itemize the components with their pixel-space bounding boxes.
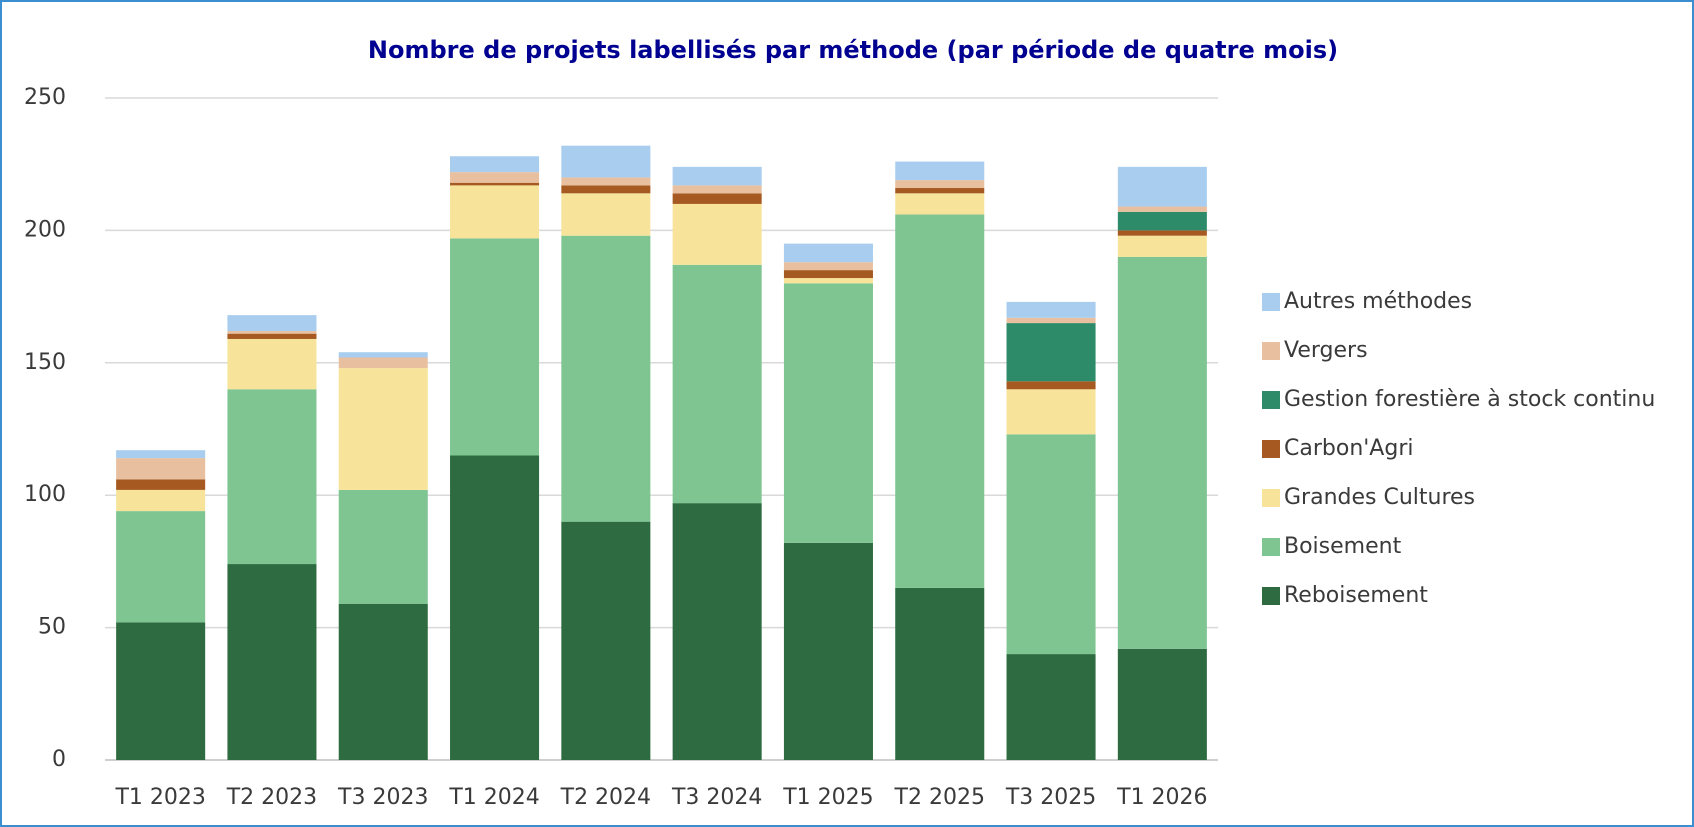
bar-segment: [895, 214, 985, 588]
bar-segment: [672, 203, 762, 265]
bar-segment: [561, 177, 651, 186]
x-tick-label: T2 2025: [894, 785, 985, 810]
bar-segment: [783, 270, 873, 279]
bar-segment: [338, 603, 428, 760]
bar-segment: [1006, 381, 1096, 390]
bar-segment: [895, 193, 985, 215]
bar-segment: [227, 333, 317, 339]
legend-label: Autres méthodes: [1284, 289, 1472, 314]
legend-label: Reboisement: [1284, 583, 1428, 608]
bar-segment: [783, 243, 873, 263]
bar-segment: [227, 389, 317, 565]
bar-segment: [338, 352, 428, 358]
bar-segment: [450, 455, 540, 760]
bar-segment: [1006, 301, 1096, 318]
bar-segment: [1006, 434, 1096, 655]
bar-segment: [1117, 648, 1207, 760]
legend-label: Carbon'Agri: [1284, 436, 1413, 461]
y-tick-label: 150: [24, 350, 66, 375]
legend-swatch: [1262, 538, 1280, 556]
legend-label: Boisement: [1284, 534, 1402, 559]
legend-swatch: [1262, 440, 1280, 458]
bar-segment: [672, 503, 762, 760]
bar-segment: [561, 145, 651, 178]
bar-segment: [895, 587, 985, 760]
bar-segment: [116, 489, 206, 512]
bar-segment: [1117, 206, 1207, 212]
bar-segment: [895, 180, 985, 189]
x-tick-label: T1 2025: [782, 785, 873, 810]
bar-segment: [450, 172, 540, 183]
bar-segment: [1117, 211, 1207, 231]
y-tick-label: 200: [24, 217, 66, 242]
legend-label: Vergers: [1284, 338, 1368, 363]
bar-segment: [116, 450, 206, 459]
chart-title: Nombre de projets labellisés par méthode…: [368, 36, 1338, 64]
x-tick-label: T2 2024: [560, 785, 651, 810]
bar-segment: [561, 521, 651, 760]
bar-segment: [783, 278, 873, 284]
bar-segment: [1006, 323, 1096, 382]
legend-swatch: [1262, 489, 1280, 507]
y-tick-label: 50: [38, 615, 66, 640]
y-tick-label: 100: [24, 482, 66, 507]
bar-segment: [783, 262, 873, 271]
bar-segment: [1117, 230, 1207, 236]
bar-segment: [227, 338, 317, 390]
bar-segment: [116, 622, 206, 760]
bar-segment: [227, 315, 317, 332]
bar-segment: [1117, 166, 1207, 207]
legend-swatch: [1262, 391, 1280, 409]
bar-segment: [895, 188, 985, 194]
bar-segment: [561, 185, 651, 194]
bar-segment: [450, 156, 540, 173]
x-tick-label: T1 2026: [1116, 785, 1207, 810]
x-tick-label: T3 2024: [671, 785, 762, 810]
bar-segment: [338, 489, 428, 604]
x-tick-label: T1 2024: [448, 785, 539, 810]
bar-segment: [227, 564, 317, 760]
bar-segment: [1006, 317, 1096, 324]
bar-segment: [116, 511, 206, 623]
y-tick-label: 250: [24, 85, 66, 110]
legend-label: Grandes Cultures: [1284, 485, 1475, 510]
x-tick-label: T1 2023: [114, 785, 205, 810]
bar-segment: [450, 185, 540, 239]
y-tick-label: 0: [52, 747, 66, 772]
legend-swatch: [1262, 293, 1280, 311]
bar-segment: [561, 235, 651, 522]
bar-segment: [672, 264, 762, 504]
bar-segment: [227, 331, 317, 334]
bar-segment: [672, 193, 762, 204]
legend-swatch: [1262, 587, 1280, 605]
bar-segment: [116, 479, 206, 490]
bar-segment: [1117, 235, 1207, 257]
x-tick-label: T3 2023: [337, 785, 428, 810]
bar-segment: [450, 238, 540, 456]
bar-segment: [1006, 654, 1096, 760]
x-tick-label: T2 2023: [226, 785, 317, 810]
bar-segment: [450, 182, 540, 186]
bar-segment: [783, 542, 873, 760]
legend-label: Gestion forestière à stock continu: [1284, 387, 1655, 412]
bar-segment: [338, 368, 428, 490]
x-tick-label: T3 2025: [1005, 785, 1096, 810]
bar-segment: [561, 193, 651, 236]
bar-segment: [672, 185, 762, 194]
bar-segment: [116, 458, 206, 480]
bar-segment: [783, 283, 873, 543]
bar-segment: [1006, 389, 1096, 435]
bar-segment: [895, 161, 985, 181]
bar-segment: [672, 166, 762, 186]
bar-segment: [338, 357, 428, 369]
bar-segment: [1117, 256, 1207, 649]
legend-swatch: [1262, 342, 1280, 360]
